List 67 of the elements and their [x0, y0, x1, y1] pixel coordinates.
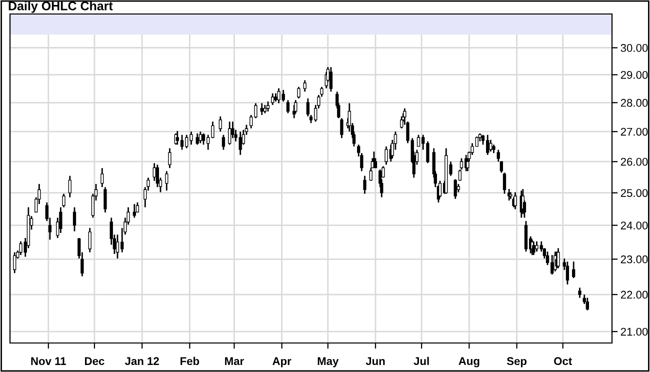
y-tick-label: 21.00 [620, 328, 648, 336]
chart-title: Daily OHLC Chart [8, 1, 113, 13]
x-tick-label: Sep [506, 357, 527, 368]
candlestick [72, 206, 76, 232]
x-tick-label: Apr [272, 357, 292, 368]
candlestick [306, 98, 310, 118]
candlestick [260, 102, 264, 116]
candlestick [132, 203, 136, 218]
candlestick [329, 66, 333, 92]
y-tick-label: 28.00 [620, 98, 648, 107]
candlestick [586, 297, 590, 311]
y-tick-label: 30.00 [620, 44, 648, 52]
candlestick [532, 240, 536, 256]
candlestick [156, 164, 160, 188]
y-tick-label: 29.00 [620, 70, 648, 79]
candlestick [578, 287, 582, 298]
y-tick-label: 27.00 [620, 128, 648, 136]
candlestick [572, 260, 576, 279]
y-tick-label: 22.00 [620, 290, 648, 299]
candlestick [340, 117, 344, 139]
candlestick [62, 193, 66, 208]
candlestick [297, 86, 300, 100]
candlestick [196, 132, 199, 146]
candlestick [88, 227, 92, 253]
y-tick-label: 23.00 [620, 255, 648, 264]
candlestick [294, 99, 298, 114]
candlestick [500, 160, 504, 174]
y-tick-label: 25.00 [620, 189, 648, 197]
x-tick-label: Nov 11 [31, 357, 66, 366]
candlestick [100, 167, 104, 188]
candlestick [222, 134, 226, 150]
candlestick [363, 175, 366, 194]
candlestick [416, 134, 420, 148]
candlestick [180, 134, 184, 150]
candlestick [13, 252, 16, 274]
candlestick [566, 260, 570, 286]
candlestick [496, 149, 500, 162]
candlestick [502, 172, 506, 194]
candlestick [104, 186, 107, 214]
candlestick [524, 220, 528, 252]
x-tick-label: Jul [414, 356, 429, 366]
candlestick [68, 175, 72, 198]
x-tick-label: Mar [225, 357, 244, 366]
candlestick [286, 99, 290, 114]
candlestick [266, 100, 270, 112]
candlestick [218, 116, 222, 132]
x-tick-label: Feb [180, 356, 200, 366]
x-tick-label: Jan 12 [124, 357, 159, 366]
candlestick [202, 132, 206, 146]
candlestick [198, 130, 202, 144]
candlestick [116, 234, 120, 260]
candlestick [168, 148, 172, 169]
y-tick-label: 24.00 [620, 222, 648, 230]
candlestick [271, 92, 274, 106]
candlestick [489, 139, 492, 152]
x-tick-label: Oct [554, 357, 572, 366]
candlestick [228, 120, 232, 146]
y-tick-label: 26.00 [620, 158, 648, 166]
x-tick-label: Dec [85, 357, 104, 366]
x-tick-label: Jun [366, 357, 385, 366]
x-tick-label: May [318, 357, 339, 368]
candlestick [556, 247, 560, 269]
candlestick [165, 170, 168, 192]
candlestick [59, 206, 62, 234]
x-tick-label: Aug [458, 357, 480, 368]
candlestick [303, 80, 306, 92]
candlestick [136, 202, 140, 214]
